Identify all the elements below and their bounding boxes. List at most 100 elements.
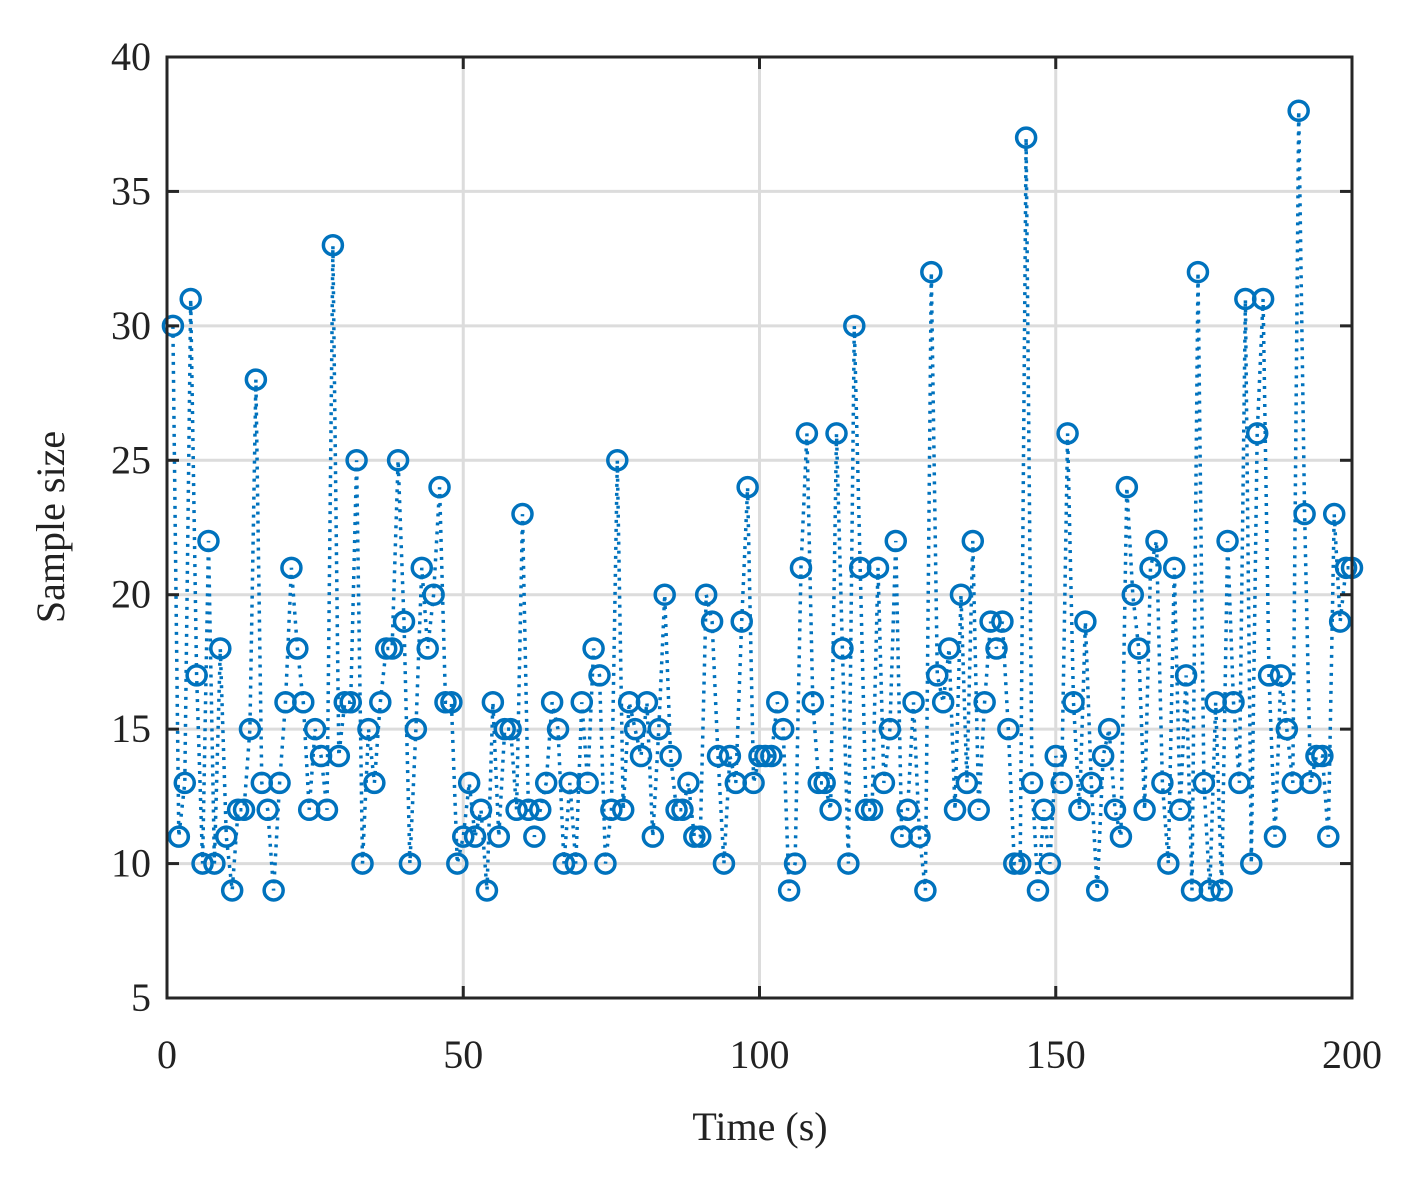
data-point-marker	[872, 771, 896, 795]
data-point-marker	[1068, 798, 1091, 822]
data-point-marker	[487, 825, 511, 848]
data-series	[161, 99, 1364, 902]
data-point-marker	[1133, 798, 1156, 822]
data-point-marker	[967, 798, 990, 822]
data-point-marker	[961, 529, 985, 553]
data-point-marker	[1139, 556, 1162, 580]
data-point-marker	[819, 798, 842, 822]
y-tick-label: 5	[131, 975, 151, 1020]
data-point-marker	[1050, 771, 1073, 795]
data-point-marker	[623, 717, 647, 741]
data-point-marker	[529, 798, 552, 822]
data-point-marker	[1168, 798, 1192, 822]
data-point-marker	[1014, 126, 1038, 149]
data-point-marker	[653, 583, 676, 606]
data-point-marker	[813, 771, 836, 795]
data-point-marker	[706, 744, 730, 768]
data-point-marker	[860, 798, 884, 822]
y-tick-label: 30	[111, 303, 151, 348]
data-point-marker	[552, 852, 576, 875]
data-point-marker	[914, 879, 937, 902]
data-point-marker	[209, 637, 232, 660]
data-point-marker	[315, 798, 339, 822]
data-point-marker	[1222, 691, 1245, 714]
data-point-marker	[611, 798, 635, 822]
data-point-marker	[908, 825, 931, 848]
y-tick-label: 25	[111, 437, 151, 482]
data-point-marker	[866, 556, 890, 580]
data-point-marker	[167, 825, 191, 848]
data-point-marker	[463, 825, 487, 848]
data-point-marker	[517, 798, 540, 822]
data-point-marker	[641, 825, 665, 848]
data-point-marker	[760, 744, 783, 768]
data-point-marker	[1008, 852, 1032, 875]
y-axis-title: Sample size	[28, 431, 73, 623]
data-point-marker	[357, 717, 380, 741]
data-point-marker	[321, 233, 345, 257]
data-point-marker	[736, 475, 759, 499]
data-point-marker	[303, 717, 327, 741]
data-point-marker	[884, 529, 908, 553]
data-point-marker	[1263, 825, 1287, 848]
data-point-marker	[955, 771, 979, 795]
data-point-marker	[1163, 556, 1186, 580]
data-point-marker	[256, 798, 279, 822]
data-point-marker	[712, 852, 736, 875]
data-point-marker	[1020, 771, 1044, 795]
data-point-marker	[801, 691, 825, 714]
data-point-marker	[345, 449, 368, 472]
data-point-marker	[937, 637, 961, 660]
data-point-marker	[1257, 664, 1281, 687]
data-point-marker	[398, 852, 422, 875]
data-point-marker	[1299, 771, 1322, 795]
data-point-marker	[410, 556, 434, 580]
data-point-marker	[843, 314, 866, 338]
x-tick-label: 150	[1026, 1032, 1086, 1077]
axis-ticks	[165, 55, 1354, 1000]
data-point-marker	[1103, 798, 1127, 822]
data-point-marker	[546, 717, 570, 741]
series-line	[171, 110, 1352, 891]
data-point-marker	[238, 717, 262, 741]
data-point-marker	[179, 287, 202, 311]
data-point-marker	[600, 798, 623, 822]
data-point-marker	[1287, 99, 1310, 123]
data-point-marker	[689, 825, 712, 848]
data-point-marker	[694, 583, 718, 606]
data-point-marker	[1145, 529, 1168, 553]
data-point-marker	[979, 610, 1002, 633]
data-point-marker	[1228, 771, 1251, 795]
data-point-marker	[386, 449, 410, 472]
data-point-marker	[878, 717, 902, 741]
y-tick-label: 40	[111, 34, 151, 79]
data-point-marker	[1192, 771, 1216, 795]
data-point-marker	[428, 475, 451, 499]
data-point-marker	[215, 825, 238, 848]
data-point-marker	[481, 691, 505, 714]
x-tick-label: 200	[1322, 1032, 1382, 1077]
data-point-marker	[446, 852, 469, 875]
data-point-marker	[730, 610, 753, 633]
data-point-marker	[351, 852, 374, 875]
data-point-marker	[677, 771, 700, 795]
data-point-marker	[789, 556, 813, 580]
data-point-marker	[700, 610, 724, 633]
data-point-marker	[1311, 744, 1334, 768]
data-point-marker	[1044, 744, 1067, 768]
data-point-marker	[1080, 771, 1103, 795]
x-axis-title: Time (s)	[692, 1104, 827, 1149]
y-tick-labels: 5 10 15 20 25 30 35 40	[111, 34, 151, 1020]
data-point-marker	[1245, 422, 1269, 445]
data-point-marker	[380, 637, 404, 660]
data-point-marker	[582, 637, 605, 660]
data-point-marker	[564, 852, 588, 875]
data-point-marker	[931, 691, 955, 714]
data-point-marker	[1115, 475, 1139, 499]
y-tick-label: 15	[111, 706, 151, 751]
data-point-marker	[203, 852, 226, 875]
data-point-marker	[659, 744, 682, 768]
data-point-marker	[1038, 852, 1062, 875]
data-point-marker	[1151, 771, 1174, 795]
data-point-marker	[1322, 502, 1346, 526]
